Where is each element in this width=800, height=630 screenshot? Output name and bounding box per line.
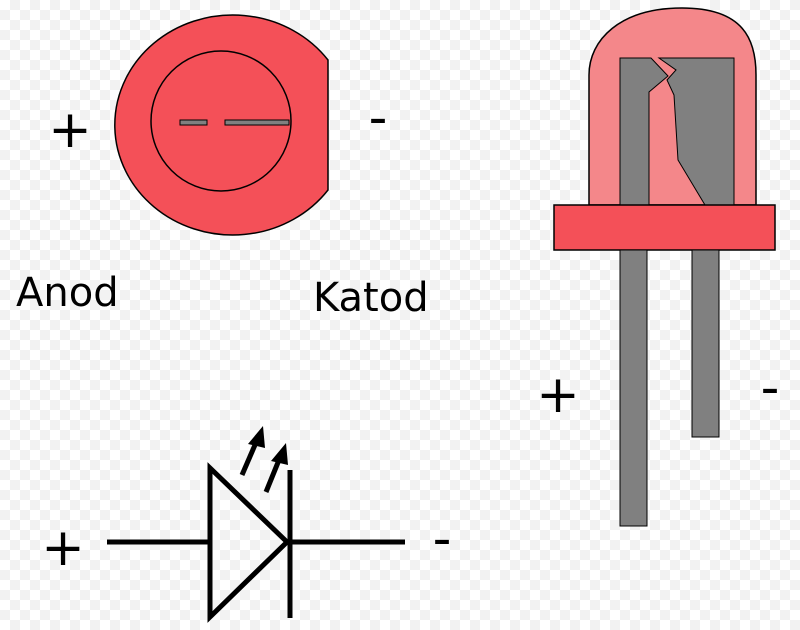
led-top-lead-short [179, 119, 208, 126]
led-top-view [114, 14, 329, 236]
led-side-view [553, 7, 776, 527]
schematic-diode-triangle [207, 462, 291, 623]
schematic-minus-sign: - [433, 509, 452, 569]
side-view-plus-sign: + [536, 365, 580, 425]
emission-arrow-head-2 [271, 443, 288, 465]
led-top-lens [150, 50, 292, 192]
led-flange [553, 204, 776, 251]
led-cathode-anvil [657, 57, 735, 206]
led-cathode-leg [691, 249, 720, 438]
anode-label: Anod [16, 270, 119, 316]
side-view-minus-sign: - [761, 358, 780, 418]
led-top-lead-long [224, 119, 290, 126]
top-view-plus-sign: + [48, 100, 92, 160]
top-view-minus-sign: - [369, 88, 388, 148]
cathode-label: Katod [313, 275, 429, 321]
led-schematic-symbol [107, 437, 405, 623]
emission-arrow-head-1 [248, 426, 265, 448]
schematic-plus-sign: + [41, 518, 85, 578]
led-anode-leg [619, 249, 648, 527]
